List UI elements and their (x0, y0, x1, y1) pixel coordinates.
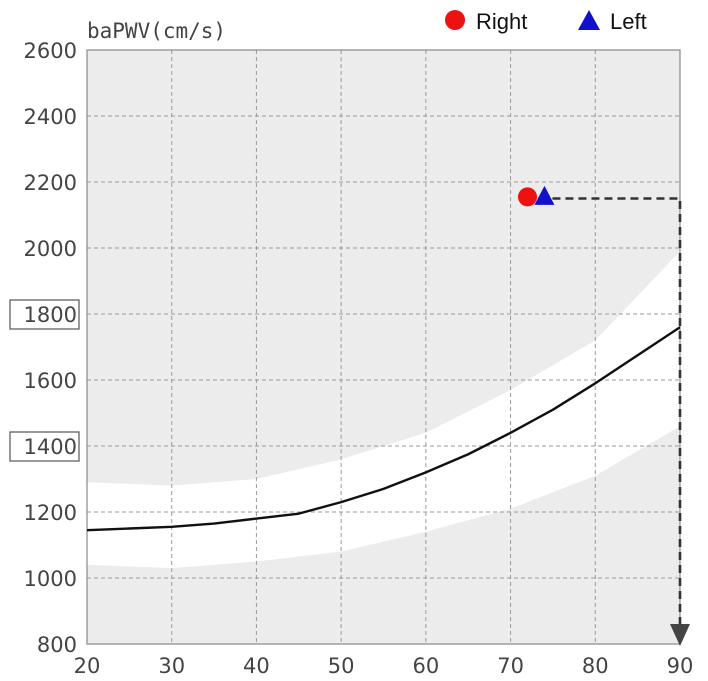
y-tick-label: 2600 (24, 39, 77, 63)
y-axis-label: baPWV(cm/s) (87, 19, 226, 43)
legend-circle-icon (445, 10, 465, 30)
x-tick-label: 20 (74, 654, 101, 678)
x-tick-label: 90 (667, 654, 694, 678)
y-tick-label: 2200 (24, 171, 77, 195)
x-tick-label: 50 (328, 654, 355, 678)
reference-curve (87, 326, 680, 532)
y-tick-label: 800 (37, 633, 77, 657)
y-tick-label: 1400 (24, 435, 77, 459)
y-tick-box (9, 431, 80, 462)
legend-label-right: Right (476, 9, 527, 34)
y-tick-label: 1800 (24, 303, 77, 327)
dashed-arrow-line (552, 197, 682, 626)
x-tick-label: 80 (582, 654, 609, 678)
y-tick-label: 1200 (24, 501, 77, 525)
legend-label-left: Left (610, 9, 647, 34)
x-tick-label: 60 (412, 654, 439, 678)
point-right (518, 187, 538, 207)
x-tick-label: 30 (158, 654, 185, 678)
y-tick-label: 2000 (24, 237, 77, 261)
y-tick-label: 1000 (24, 567, 77, 591)
y-tick-label: 2400 (24, 105, 77, 129)
x-tick-label: 40 (243, 654, 270, 678)
y-tick-label: 1600 (24, 369, 77, 393)
point-left (534, 185, 555, 205)
legend-triangle-icon (578, 10, 600, 30)
normal-range-band (87, 251, 680, 569)
y-tick-box (9, 299, 80, 330)
x-tick-label: 70 (497, 654, 524, 678)
arrow-head-icon (670, 624, 690, 646)
